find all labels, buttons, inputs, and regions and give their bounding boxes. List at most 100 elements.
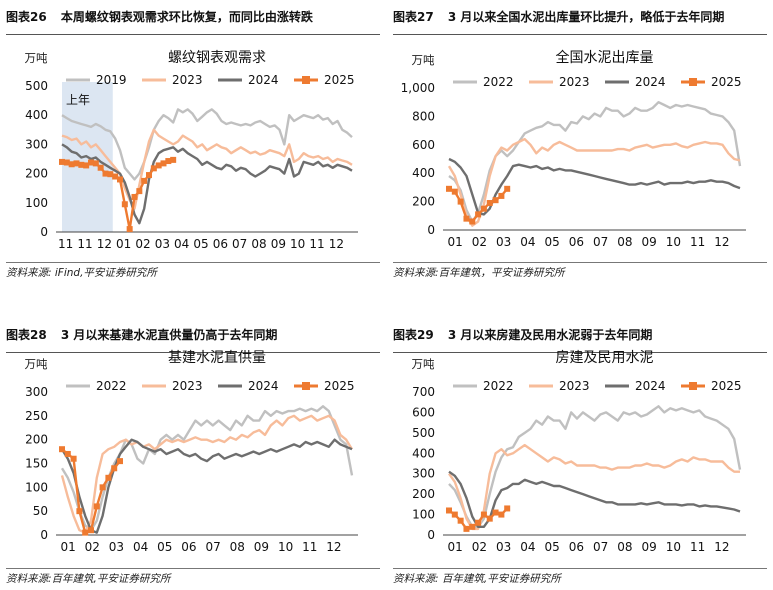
series-line-2024 <box>448 470 741 529</box>
data-point-2025 <box>155 162 162 169</box>
data-point-2025 <box>68 161 75 168</box>
x-tick-label: 09 <box>271 237 286 251</box>
x-tick-label: 08 <box>617 540 632 554</box>
chart-title: 螺纹钢表观需求 <box>168 50 266 66</box>
y-tick-label: 150 <box>25 457 48 471</box>
data-point-2025 <box>112 173 119 180</box>
legend-label: 2023 <box>559 379 590 393</box>
legend-label: 2023 <box>559 75 590 89</box>
figure-number: 图表26 <box>6 10 47 24</box>
x-tick-label: 10 <box>290 237 305 251</box>
x-tick-label: 07 <box>232 237 247 251</box>
data-point-2025 <box>475 519 482 526</box>
x-tick-label: 09 <box>641 235 656 249</box>
legend-label: 2023 <box>172 73 203 87</box>
y-tick-label: 250 <box>25 409 48 423</box>
chart-title: 基建水泥直供量 <box>168 349 266 366</box>
x-tick-label: 03 <box>496 540 511 554</box>
data-point-2025 <box>451 511 458 518</box>
data-point-2025 <box>78 161 85 168</box>
data-point-2025 <box>131 193 138 200</box>
data-point-2025 <box>99 484 106 491</box>
data-point-2025 <box>480 205 487 212</box>
data-point-2025 <box>126 226 133 233</box>
series-line-2023 <box>447 137 741 227</box>
x-tick-label: 09 <box>254 540 269 554</box>
source-note: 资料来源: 百年建筑,平安证券研究所 <box>393 568 767 586</box>
x-tick-label: 07 <box>593 235 608 249</box>
data-point-2025 <box>475 211 482 218</box>
x-tick-label: 08 <box>230 540 245 554</box>
x-tick-label: 11 <box>690 235 705 249</box>
legend-label: 2024 <box>248 73 279 87</box>
x-tick-label: 07 <box>593 540 608 554</box>
x-tick-label: 06 <box>569 540 584 554</box>
y-tick-label: 400 <box>412 446 435 460</box>
x-tick-label: 04 <box>174 237 189 251</box>
legend-label: 2023 <box>172 379 203 393</box>
x-tick-label: 02 <box>472 540 487 554</box>
series-line-2023 <box>448 443 740 531</box>
x-tick-label: 11 <box>58 237 73 251</box>
series-line-2023 <box>61 128 353 210</box>
data-point-2025 <box>486 515 493 522</box>
data-point-2025 <box>136 188 143 195</box>
x-tick-label: 06 <box>213 237 228 251</box>
y-tick-label: 300 <box>25 385 48 399</box>
figure-number: 图表29 <box>393 328 434 342</box>
y-tick-label: 600 <box>412 405 435 419</box>
x-tick-label: 12 <box>329 237 344 251</box>
chart-title: 房建及民用水泥 <box>556 350 654 366</box>
figure-number: 图表28 <box>6 328 47 342</box>
legend-label: 2025 <box>711 75 742 89</box>
x-tick-label: 04 <box>133 540 148 554</box>
y-tick-label: 300 <box>412 467 435 481</box>
data-point-2025 <box>451 188 458 195</box>
y-tick-label: 100 <box>25 480 48 494</box>
x-tick-label: 10 <box>278 540 293 554</box>
data-point-2025 <box>63 159 70 166</box>
data-point-2025 <box>498 192 505 199</box>
figure-title: 本周螺纹钢表观需求环比恢复，而同比由涨转跌 <box>60 10 313 24</box>
y-tick-label: 600 <box>412 138 435 152</box>
x-tick-label: 12 <box>326 540 341 554</box>
data-point-2025 <box>93 503 100 510</box>
data-point-2025 <box>457 198 464 205</box>
panel-infrastructure-cement: 图表28 3 月以来基建水泥直供量仍高于去年同期 基建水泥直供量 万吨 0 50 100… <box>0 318 386 590</box>
x-tick-label: 12 <box>97 237 112 251</box>
data-point-2025 <box>88 527 94 534</box>
data-point-2025 <box>117 176 123 183</box>
data-point-2025 <box>73 160 80 167</box>
legend-label: 2024 <box>635 75 666 89</box>
data-point-2025 <box>107 171 114 178</box>
legend-marker-2025 <box>689 78 697 86</box>
data-point-2025 <box>160 160 167 167</box>
data-point-2025 <box>150 165 157 172</box>
legend-label: 2025 <box>324 379 355 393</box>
data-point-2025 <box>170 156 177 163</box>
y-tick-label: 1,000 <box>401 81 435 95</box>
legend-label: 2022 <box>483 75 514 89</box>
panel-housing-cement: 图表29 3 月以来房建及民用水泥弱于去年同期 房建及民用水泥 万吨 0 100 200… <box>387 318 773 590</box>
data-point-2025 <box>463 215 470 222</box>
y-tick-label: 0 <box>40 528 48 542</box>
figure-title: 3 月以来基建水泥直供量仍高于去年同期 <box>60 328 278 342</box>
legend-label: 2019 <box>96 73 127 87</box>
legend-label: 2022 <box>96 379 127 393</box>
data-point-2025 <box>83 162 90 169</box>
figure-header: 图表27 3 月以来全国水泥出库量环比提升，略低于去年同期 <box>393 8 767 35</box>
data-point-2025 <box>59 158 65 165</box>
x-tick-label: 11 <box>309 237 324 251</box>
x-tick-label: 09 <box>641 540 656 554</box>
x-tick-label: 11 <box>77 237 92 251</box>
data-point-2025 <box>64 450 71 457</box>
y-axis-unit: 万吨 <box>412 53 435 67</box>
x-tick-label: 01 <box>447 540 462 554</box>
series-line-2022 <box>448 405 742 529</box>
figure-header: 图表28 3 月以来基建水泥直供量仍高于去年同期 <box>6 326 380 353</box>
x-tick-label: 03 <box>496 235 511 249</box>
y-tick-label: 200 <box>412 487 435 501</box>
panel-rebar-demand: 图表26 本周螺纹钢表观需求环比恢复，而同比由涨转跌 螺纹钢表观需求 万吨 上年 0 1… <box>0 0 386 282</box>
data-point-2025 <box>121 201 128 208</box>
